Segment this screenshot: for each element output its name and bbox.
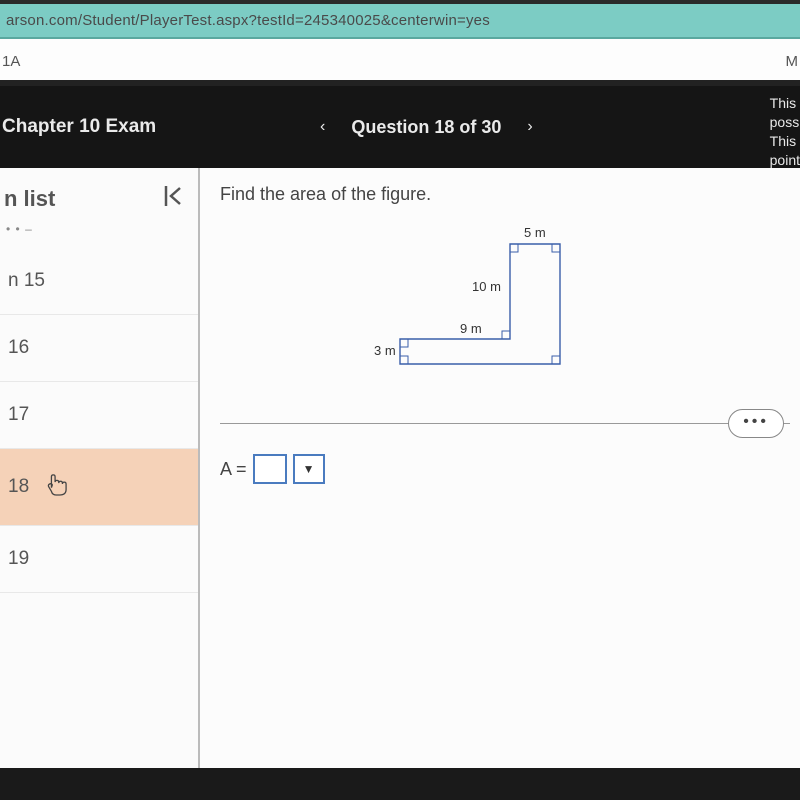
question-number: 18 <box>8 476 29 498</box>
score-line-1: This <box>770 94 800 113</box>
sidebar-separator: • • – <box>0 222 198 248</box>
course-header: 1A M <box>0 39 800 86</box>
label-inner-horiz: 9 m <box>460 321 482 336</box>
figure-diagram: 5 m 10 m 9 m 3 m <box>220 213 790 393</box>
question-nav: ‹ Question 18 of 30 › <box>320 117 533 138</box>
sidebar-header: n list <box>0 168 198 222</box>
more-options-button[interactable]: ••• <box>728 409 784 438</box>
content-area: n list • • – n 15 16 17 18 19 Find the a… <box>0 168 800 768</box>
score-line-4: point <box>770 151 800 170</box>
browser-chrome: arson.com/Student/PlayerTest.aspx?testId… <box>0 0 800 39</box>
answer-row: A = ▼ <box>220 454 790 484</box>
unit-dropdown[interactable]: ▼ <box>293 454 325 484</box>
question-prompt: Find the area of the figure. <box>220 184 790 205</box>
question-list-item-19[interactable]: 19 <box>0 526 198 593</box>
question-pane: Find the area of the figure. 5 m 10 m 9 … <box>200 168 800 768</box>
question-counter: Question 18 of 30 <box>351 117 501 138</box>
url-bar[interactable]: arson.com/Student/PlayerTest.aspx?testId… <box>0 4 800 39</box>
exam-title: Chapter 10 Exam <box>0 116 300 138</box>
question-list-sidebar: n list • • – n 15 16 17 18 19 <box>0 168 200 768</box>
score-line-3: This <box>770 132 800 151</box>
question-list-item-16[interactable]: 16 <box>0 315 198 382</box>
question-list-item-17[interactable]: 17 <box>0 382 198 449</box>
label-left: 3 m <box>374 343 396 358</box>
pointer-cursor-icon <box>45 471 67 503</box>
question-list-item-15[interactable]: n 15 <box>0 248 198 315</box>
score-info: This poss This point <box>770 94 800 170</box>
next-question-button[interactable]: › <box>527 118 532 136</box>
area-value-input[interactable] <box>253 454 287 484</box>
section-divider <box>220 423 790 424</box>
prev-question-button[interactable]: ‹ <box>320 118 325 136</box>
course-label-left: 1A <box>2 53 20 70</box>
label-inner-vert: 10 m <box>472 279 501 294</box>
answer-label: A = <box>220 459 247 480</box>
exam-header: Chapter 10 Exam ‹ Question 18 of 30 › Th… <box>0 86 800 168</box>
sidebar-title: n list <box>4 186 55 212</box>
course-label-right: M <box>786 53 799 70</box>
score-line-2: poss <box>770 113 800 132</box>
label-top: 5 m <box>524 225 546 240</box>
collapse-sidebar-icon[interactable] <box>164 186 188 212</box>
question-list-item-18[interactable]: 18 <box>0 449 198 526</box>
